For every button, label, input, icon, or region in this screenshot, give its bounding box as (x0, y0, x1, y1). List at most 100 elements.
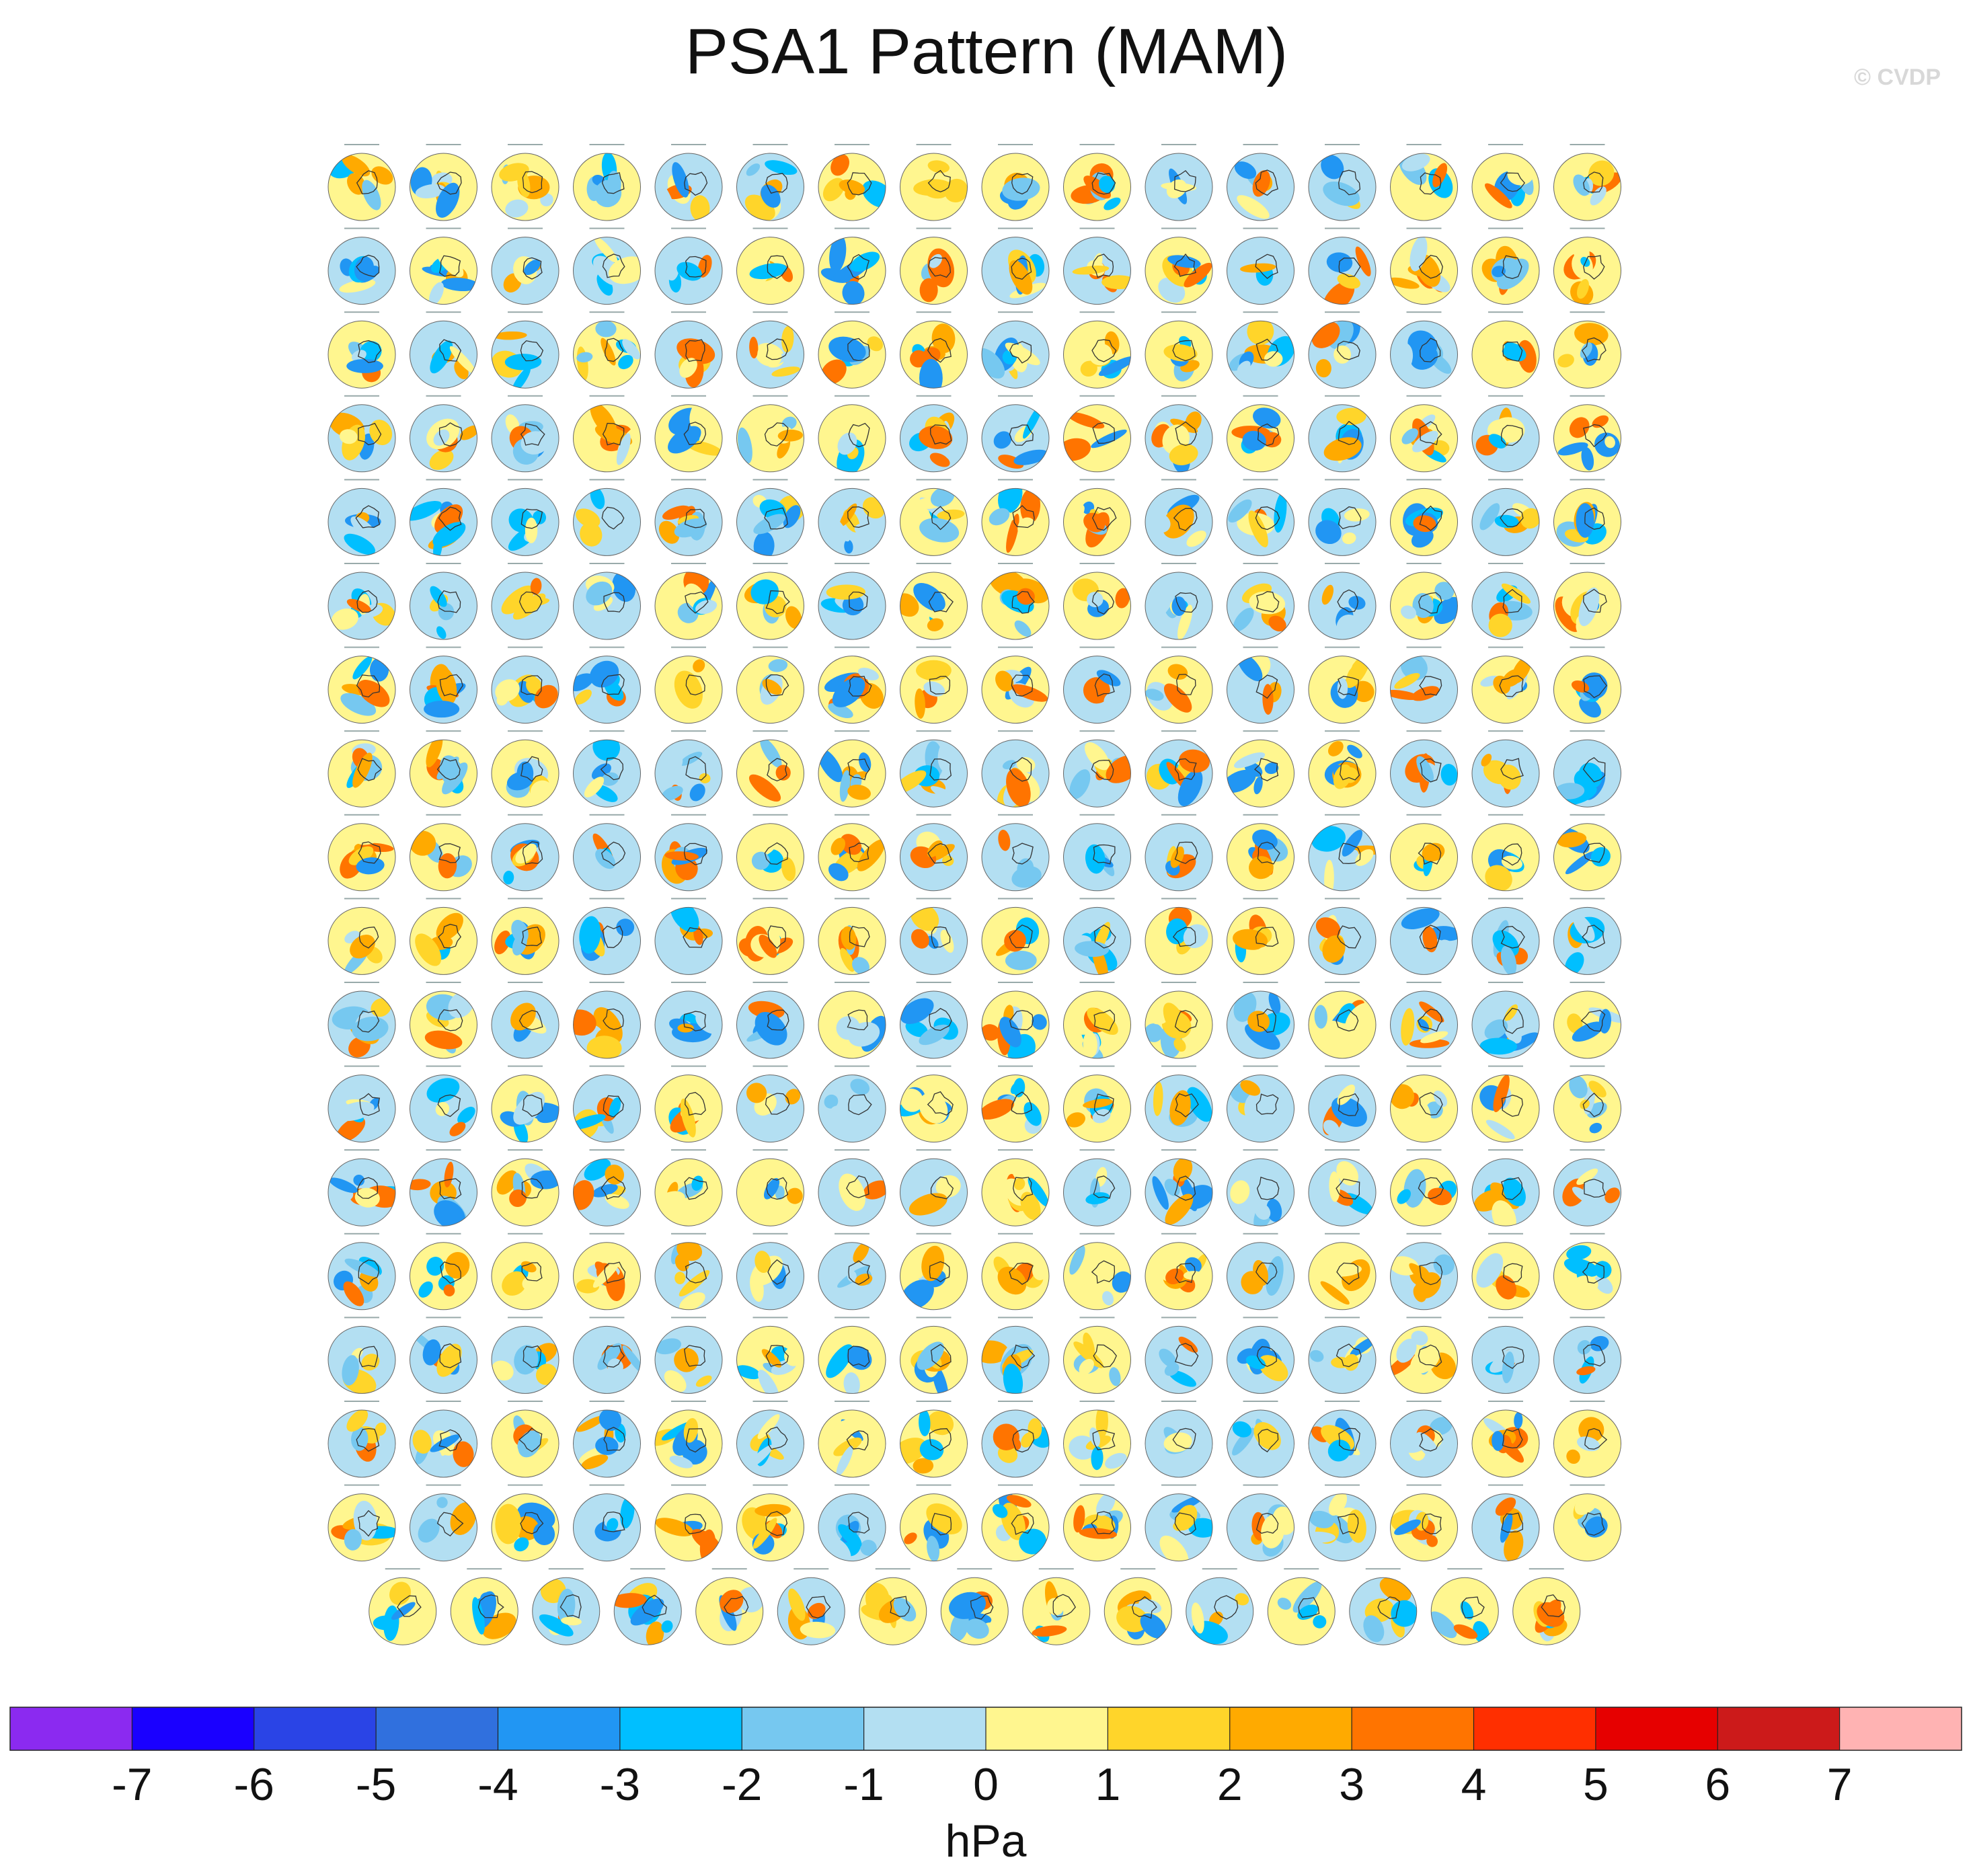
anomaly-contour (927, 160, 950, 173)
panel-border (1145, 320, 1213, 389)
panel-title (752, 395, 788, 397)
coastline (1175, 421, 1197, 446)
panel-title (1243, 227, 1278, 229)
anomaly-contour (1323, 437, 1362, 461)
panel-border (410, 320, 477, 389)
coastline (847, 506, 869, 528)
coastline (684, 508, 707, 529)
panel-border (491, 404, 559, 473)
anomaly-contour (346, 358, 383, 373)
anomaly-contour (737, 427, 752, 464)
panel-grid (327, 144, 1621, 1645)
polar-map-panel (1063, 479, 1131, 556)
colorbar-swatch (863, 1707, 986, 1750)
anomaly-contour (1401, 428, 1418, 444)
panel-title (1243, 311, 1278, 313)
anomaly-contour (339, 279, 376, 293)
panel-title (916, 395, 952, 397)
anomaly-contour (1479, 503, 1500, 531)
polar-map-panel (1308, 311, 1377, 389)
panel-border (1308, 237, 1377, 305)
coastline (929, 424, 952, 445)
coastline (1418, 254, 1443, 279)
anomaly-contour (931, 323, 956, 354)
anomaly-contour (1412, 430, 1438, 453)
anomaly-contour (1247, 321, 1274, 345)
anomaly-contour (505, 199, 529, 218)
anomaly-contour (658, 520, 680, 544)
coastline (436, 171, 462, 195)
anomaly-contour (342, 154, 371, 177)
coastline (602, 253, 625, 278)
anomaly-contour (1409, 237, 1428, 272)
anomaly-contour (929, 453, 950, 467)
panel-title (916, 311, 952, 313)
panel-title (1488, 311, 1523, 313)
coastline (1581, 337, 1607, 362)
panel-title (671, 395, 706, 397)
colorbar-swatch (1352, 1707, 1474, 1750)
coastline (1172, 340, 1196, 362)
panel-border (1308, 487, 1377, 556)
anomaly-contour (937, 509, 965, 520)
coastline (520, 340, 544, 362)
anomaly-contour (1170, 418, 1198, 433)
anomaly-contour (689, 404, 707, 431)
panel-border (736, 487, 804, 556)
polar-map-panel (1390, 395, 1458, 473)
panel-title (1488, 227, 1523, 229)
panel-title (1488, 479, 1523, 481)
panel-title (835, 311, 869, 313)
polar-map-panel (736, 311, 804, 389)
polar-map-panel (818, 311, 886, 389)
coastline (356, 590, 378, 613)
anomaly-contour (331, 608, 358, 630)
panel-border (900, 404, 968, 473)
coastline (356, 254, 380, 278)
polar-map-panel (1308, 227, 1377, 305)
polar-map-panel (1145, 479, 1213, 556)
anomaly-contour (1163, 344, 1198, 362)
colorbar-swatch (1108, 1707, 1231, 1750)
anomaly-contour (749, 263, 787, 280)
anomaly-contour (512, 593, 546, 620)
polar-map-panel (491, 479, 559, 556)
panel-border (1227, 237, 1294, 305)
anomaly-contour (1577, 279, 1589, 299)
coastline (765, 173, 788, 194)
anomaly-contour (674, 518, 707, 538)
colorbar-tick-label: -6 (234, 1759, 274, 1810)
colorbar-tick-label: 4 (1461, 1759, 1487, 1810)
panel-title (998, 395, 1033, 397)
anomaly-contour (1315, 520, 1342, 545)
coastline (1502, 255, 1522, 279)
anomaly-contour (595, 321, 617, 338)
coastline (848, 422, 870, 448)
anomaly-contour (576, 420, 591, 457)
panel-border (654, 237, 723, 305)
coastline (1583, 171, 1604, 193)
polar-map-panel (818, 479, 886, 556)
polar-map-panel (410, 144, 477, 221)
anomaly-contour (1588, 160, 1615, 186)
anomaly-contour (1604, 436, 1615, 448)
panel-title (752, 479, 788, 481)
anomaly-contour (771, 366, 800, 377)
anomaly-contour (1161, 182, 1197, 192)
panel-border (1553, 487, 1621, 556)
panel-title (835, 227, 869, 229)
panel-title (1079, 395, 1115, 397)
polar-map-panel (900, 227, 968, 305)
coastline (1584, 507, 1605, 530)
polar-map-panel (410, 227, 477, 305)
polar-map-panel (654, 311, 723, 389)
panel-title (1325, 395, 1360, 397)
colorbar-tick-label: -1 (843, 1759, 884, 1810)
anomaly-contour (850, 251, 880, 272)
panel-title (671, 227, 706, 229)
anomaly-contour (1411, 529, 1434, 548)
polar-map-panel (1553, 144, 1621, 221)
panel-border (818, 153, 886, 221)
colorbar-tick-label: 6 (1705, 1759, 1730, 1810)
anomaly-contour (919, 518, 960, 543)
